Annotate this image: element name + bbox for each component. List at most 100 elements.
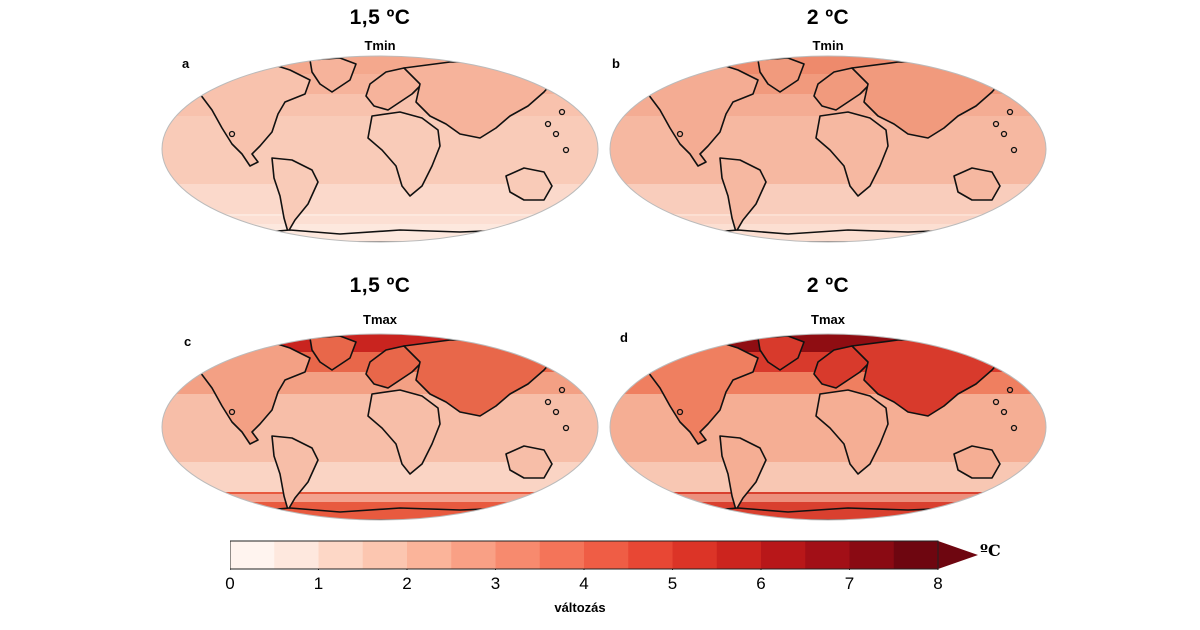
world-map: [609, 55, 1047, 243]
island-outline: [228, 130, 236, 138]
island-outline: [544, 398, 552, 406]
antarctica-outline: [687, 229, 989, 242]
colorbar-unit: ºC: [980, 541, 1001, 560]
panel-letter: b: [612, 56, 620, 71]
anomaly-field: [162, 56, 598, 242]
panel-letter: a: [182, 56, 190, 71]
panel-d: 2 ºC Tmax d: [608, 270, 1048, 530]
island-outline: [1030, 478, 1038, 486]
island-outline: [552, 408, 560, 416]
europe-outline: [365, 345, 423, 389]
europe-outline: [365, 67, 423, 111]
greenland-outline: [757, 335, 805, 371]
anomaly-field: [162, 334, 598, 520]
africa-outline: [815, 111, 889, 197]
island-outline: [676, 408, 684, 416]
south-america-outline: [271, 435, 319, 511]
island-outline: [582, 200, 590, 208]
colorbar-scale: [230, 540, 978, 570]
map-border: [609, 333, 1047, 521]
panel-c: 1,5 ºC Tmax c: [160, 270, 600, 530]
island-outline: [228, 408, 236, 416]
island-outline: [1010, 146, 1018, 154]
colorbar: 0 1 2 3 4 5 6 7 8 ºC változás: [225, 540, 1001, 620]
colorbar-tick-label: 0: [225, 574, 235, 593]
panel-heading: 1,5 ºC: [349, 6, 411, 29]
anomaly-field: [610, 56, 1046, 242]
north-america-outline: [189, 61, 311, 167]
greenland-outline: [309, 57, 357, 93]
world-map: [161, 55, 599, 243]
antarctica-outline: [239, 507, 541, 520]
colorbar-tick-label: 5: [667, 574, 678, 593]
latitude-band: [610, 334, 1046, 352]
map-border: [161, 333, 599, 521]
colorbar-swatch: [761, 541, 806, 569]
panel-subtitle: Tmin: [812, 38, 844, 53]
panel-heading: 2 ºC: [806, 274, 850, 297]
colorbar-swatch: [230, 541, 275, 569]
colorbar-swatch: [451, 541, 496, 569]
island-outline: [582, 478, 590, 486]
island-outline: [562, 424, 570, 432]
greenland-outline: [309, 335, 357, 371]
island-outline: [558, 108, 566, 116]
australia-outline: [953, 167, 1001, 201]
panel-letter: c: [184, 334, 192, 349]
colorbar-label: változás: [554, 600, 606, 615]
europe-outline: [813, 345, 871, 389]
panel-subtitle: Tmin: [364, 38, 396, 53]
colorbar-swatch: [318, 541, 364, 569]
island-outline: [1006, 108, 1014, 116]
island-outline: [1006, 386, 1014, 394]
colorbar-tick-label: 4: [579, 574, 589, 593]
colorbar-swatch: [495, 541, 541, 569]
panel-heading: 2 ºC: [806, 6, 850, 29]
australia-outline: [505, 167, 553, 201]
island-outline: [552, 130, 560, 138]
panel-subtitle: Tmax: [811, 312, 845, 327]
colorbar-swatch: [849, 541, 895, 569]
colorbar-tick-label: 7: [844, 574, 855, 593]
north-america-outline: [189, 339, 311, 445]
colorbar-swatch: [362, 541, 408, 569]
colorbar-tick-label: 2: [402, 574, 412, 593]
south-america-outline: [719, 435, 767, 511]
antarctica-outline: [239, 229, 541, 242]
anomaly-field: [610, 334, 1046, 520]
australia-outline: [953, 445, 1001, 479]
colorbar-swatch: [893, 541, 939, 569]
colorbar-tick-label: 1: [313, 574, 324, 593]
colorbar-swatch: [805, 541, 850, 569]
latitude-band: [162, 334, 598, 352]
world-map: [609, 333, 1047, 521]
panel-b: 2 ºC Tmin b: [608, 0, 1048, 250]
panel-subtitle: Tmax: [363, 312, 397, 327]
colorbar-swatch: [716, 541, 762, 569]
colorbar-extend-arrow: [938, 541, 978, 569]
colorbar-swatch: [407, 541, 452, 569]
island-outline: [1000, 408, 1008, 416]
antarctica-outline: [687, 507, 989, 520]
south-america-outline: [271, 157, 319, 233]
colorbar-swatch: [539, 541, 585, 569]
africa-outline: [367, 111, 441, 197]
latitude-band: [162, 56, 598, 74]
colorbar-swatch: [672, 541, 718, 569]
map-border: [161, 55, 599, 243]
panel-a: 1,5 ºC Tmin a: [160, 0, 600, 250]
island-outline: [558, 386, 566, 394]
north-america-outline: [637, 339, 759, 445]
colorbar-tick-label: 6: [756, 574, 766, 593]
australia-outline: [505, 445, 553, 479]
africa-outline: [815, 389, 889, 475]
africa-outline: [367, 389, 441, 475]
island-outline: [1000, 130, 1008, 138]
island-outline: [676, 130, 684, 138]
colorbar-swatch: [628, 541, 673, 569]
island-outline: [1010, 424, 1018, 432]
island-outline: [992, 398, 1000, 406]
europe-outline: [813, 67, 871, 111]
map-border: [609, 55, 1047, 243]
latitude-band: [610, 56, 1046, 74]
